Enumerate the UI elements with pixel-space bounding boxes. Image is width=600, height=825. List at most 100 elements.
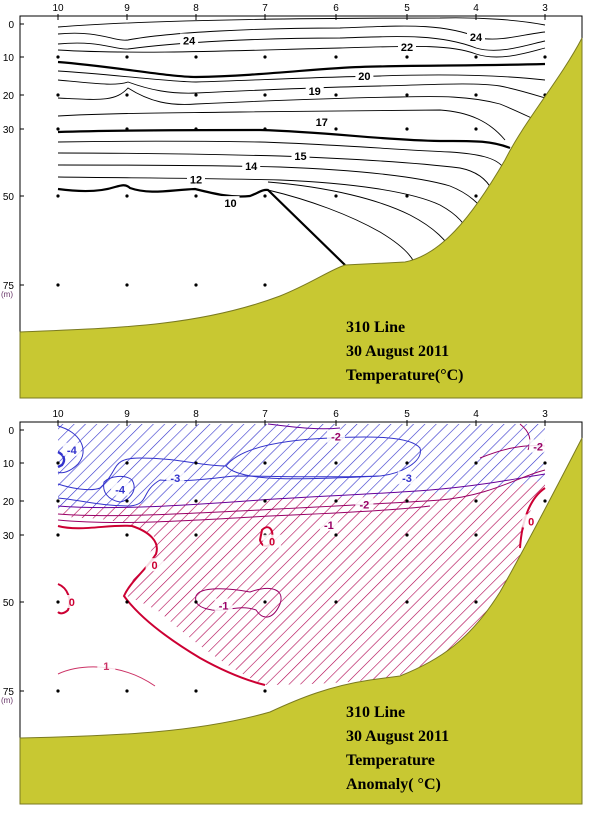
station-markers bbox=[56, 461, 547, 693]
station-dot bbox=[474, 499, 478, 503]
station-dot bbox=[405, 93, 409, 97]
contour-label-bg bbox=[111, 482, 130, 496]
station-dot bbox=[405, 461, 409, 465]
contour-label: 10 bbox=[224, 198, 236, 210]
station-dot bbox=[125, 283, 129, 287]
isotherm-12 bbox=[57, 164, 485, 213]
contour-label-bg bbox=[319, 517, 338, 531]
station-dot bbox=[543, 55, 547, 59]
contour-label-bg bbox=[312, 115, 331, 129]
station-dot bbox=[194, 689, 198, 693]
contour-label: -2 bbox=[331, 432, 341, 444]
y-tick-label: 75 bbox=[3, 281, 15, 292]
station-dot bbox=[263, 55, 267, 59]
anomaly-minus1-b bbox=[57, 505, 431, 524]
station-dot bbox=[56, 127, 60, 131]
station-dot bbox=[263, 127, 267, 131]
contour-label: -4 bbox=[115, 485, 126, 497]
seabed bbox=[19, 437, 583, 805]
anomaly-minus1-a bbox=[57, 469, 546, 517]
y-tick-label: 30 bbox=[3, 531, 15, 542]
x-tick-label: 8 bbox=[193, 409, 199, 420]
x-tick-label: 4 bbox=[473, 3, 479, 14]
station-dot bbox=[474, 533, 478, 537]
isotherm-lines bbox=[57, 17, 546, 266]
station-dot bbox=[405, 499, 409, 503]
anomaly-minus3-b bbox=[225, 465, 381, 480]
station-dot bbox=[474, 194, 478, 198]
station-dot bbox=[263, 283, 267, 287]
x-tick-label: 5 bbox=[404, 3, 410, 14]
contour-label: 20 bbox=[358, 71, 370, 83]
contour-label-bg bbox=[263, 534, 282, 548]
isotherm-19 bbox=[57, 70, 546, 83]
isotherm-13 bbox=[57, 152, 493, 191]
seabed bbox=[19, 37, 583, 399]
anomaly-minus4-a bbox=[57, 425, 84, 474]
anomaly-minus2-a bbox=[267, 423, 341, 430]
contour-label-bg bbox=[62, 595, 81, 608]
station-dot bbox=[405, 55, 409, 59]
x-tick-label: 3 bbox=[542, 409, 548, 420]
station-dot bbox=[125, 93, 129, 97]
station-dot bbox=[334, 55, 338, 59]
isotherm-21 bbox=[57, 45, 546, 58]
station-dot bbox=[334, 499, 338, 503]
station-dot bbox=[56, 499, 60, 503]
y-tick-label: 10 bbox=[3, 53, 15, 64]
contour-label-bg bbox=[398, 40, 416, 54]
anomaly-minus2-b bbox=[57, 473, 546, 509]
x-tick-label: 10 bbox=[52, 409, 64, 420]
x-tick-label: 10 bbox=[52, 3, 64, 14]
contour-label-bg bbox=[97, 659, 116, 673]
contour-label-bg bbox=[398, 471, 416, 485]
station-dot bbox=[334, 461, 338, 465]
anomaly-region-strong-negative bbox=[58, 424, 545, 510]
station-dot bbox=[56, 600, 60, 604]
station-markers bbox=[56, 55, 547, 287]
x-tick-label: 5 bbox=[404, 409, 410, 420]
station-dot bbox=[194, 127, 198, 131]
caption-line-2: 30 August 2011 bbox=[346, 728, 449, 745]
contour-labels: 24 24 22 20 19 17 15 14 12 10 bbox=[180, 30, 485, 210]
station-dot bbox=[334, 194, 338, 198]
anomaly-zero-right bbox=[519, 487, 546, 549]
station-dot bbox=[125, 533, 129, 537]
station-dot bbox=[125, 55, 129, 59]
contour-label: 1 bbox=[103, 661, 109, 673]
station-dot bbox=[263, 93, 267, 97]
station-dot bbox=[194, 55, 198, 59]
y-tick-label: 10 bbox=[3, 459, 15, 470]
isotherm-10-5 bbox=[267, 181, 453, 253]
contour-label: 12 bbox=[190, 174, 202, 186]
station-dot bbox=[263, 600, 267, 604]
contour-label: 17 bbox=[316, 117, 328, 129]
station-dot bbox=[125, 689, 129, 693]
x-tick-label: 9 bbox=[124, 3, 130, 14]
contour-label-bg bbox=[180, 33, 199, 47]
y-tick-label: 50 bbox=[3, 192, 15, 203]
station-dot bbox=[56, 689, 60, 693]
anomaly-minus4-b bbox=[103, 475, 135, 503]
y-tick-label: 75 bbox=[3, 687, 15, 698]
contour-label: 0 bbox=[528, 516, 534, 528]
temperature-panel: 10 9 8 7 6 5 4 3 0 10 20 30 50 75 (m) 24 24 22 20 19 bbox=[1, 3, 583, 399]
y-tick-label: 0 bbox=[8, 20, 14, 31]
contour-label-bg bbox=[62, 442, 81, 456]
station-dot bbox=[263, 689, 267, 693]
contour-label-bg bbox=[327, 429, 345, 443]
contour-label-bg bbox=[355, 69, 374, 82]
contour-label: -4 bbox=[67, 445, 78, 457]
caption-line-1: 310 Line bbox=[346, 319, 405, 336]
y-axis-unit: (m) bbox=[1, 290, 13, 299]
station-dot bbox=[405, 194, 409, 198]
station-dot bbox=[263, 461, 267, 465]
isotherm-10-3 bbox=[267, 189, 415, 263]
station-dot bbox=[56, 283, 60, 287]
station-dot bbox=[56, 55, 60, 59]
x-tick-label: 8 bbox=[193, 3, 199, 14]
station-dot bbox=[125, 194, 129, 198]
anomaly-minus1-c bbox=[195, 588, 282, 618]
contour-label: 0 bbox=[152, 560, 158, 572]
